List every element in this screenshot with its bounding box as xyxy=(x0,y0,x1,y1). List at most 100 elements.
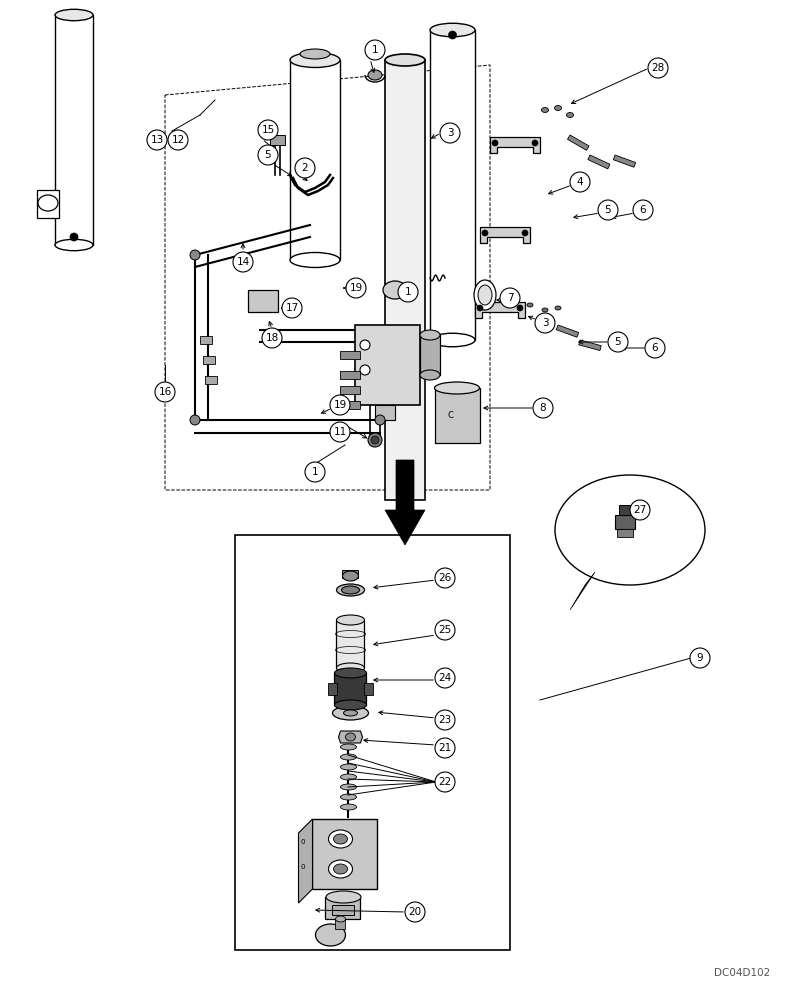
Circle shape xyxy=(258,145,277,165)
Ellipse shape xyxy=(299,49,329,59)
Text: 8: 8 xyxy=(539,403,546,413)
Ellipse shape xyxy=(55,9,93,21)
Circle shape xyxy=(647,58,667,78)
Text: 19: 19 xyxy=(333,400,346,410)
Bar xyxy=(340,351,359,359)
Bar xyxy=(340,371,359,379)
Ellipse shape xyxy=(55,239,93,251)
Circle shape xyxy=(435,710,454,730)
Circle shape xyxy=(534,313,554,333)
Bar xyxy=(618,505,630,515)
Circle shape xyxy=(597,200,617,220)
Ellipse shape xyxy=(336,663,364,673)
Ellipse shape xyxy=(478,285,491,305)
Circle shape xyxy=(532,398,552,418)
Bar xyxy=(328,683,337,695)
Text: 0: 0 xyxy=(300,864,305,870)
Circle shape xyxy=(70,233,78,241)
Text: 2: 2 xyxy=(302,163,308,173)
Ellipse shape xyxy=(340,784,356,790)
Ellipse shape xyxy=(328,860,352,878)
Circle shape xyxy=(405,902,424,922)
Circle shape xyxy=(644,338,664,358)
Bar xyxy=(336,620,364,668)
Text: 4: 4 xyxy=(576,177,582,187)
Circle shape xyxy=(476,305,483,311)
Ellipse shape xyxy=(334,668,366,678)
Text: C: C xyxy=(448,411,453,420)
Bar xyxy=(203,356,215,364)
Ellipse shape xyxy=(541,108,547,113)
Bar xyxy=(55,15,93,245)
Circle shape xyxy=(359,340,370,350)
Ellipse shape xyxy=(336,615,364,625)
Ellipse shape xyxy=(430,23,474,37)
Bar xyxy=(375,405,394,420)
Bar xyxy=(419,335,440,375)
Text: 13: 13 xyxy=(150,135,164,145)
Bar xyxy=(435,388,479,443)
Ellipse shape xyxy=(419,370,440,380)
Circle shape xyxy=(569,172,590,192)
Bar xyxy=(567,135,588,150)
Bar xyxy=(200,336,212,344)
Bar xyxy=(340,401,359,409)
Bar xyxy=(587,155,609,169)
Ellipse shape xyxy=(541,308,547,312)
Polygon shape xyxy=(479,227,530,243)
Circle shape xyxy=(371,436,379,444)
Text: 16: 16 xyxy=(158,387,171,397)
Circle shape xyxy=(435,568,454,588)
Text: 6: 6 xyxy=(639,205,646,215)
Ellipse shape xyxy=(340,804,356,810)
Ellipse shape xyxy=(430,333,474,347)
Bar xyxy=(325,897,360,919)
Text: 6: 6 xyxy=(651,343,658,353)
Text: 27: 27 xyxy=(633,505,646,515)
Bar xyxy=(234,535,509,950)
Text: 5: 5 xyxy=(264,150,271,160)
Ellipse shape xyxy=(340,794,356,800)
Bar xyxy=(342,570,358,578)
Circle shape xyxy=(435,668,454,688)
Text: 20: 20 xyxy=(408,907,421,917)
Ellipse shape xyxy=(342,571,358,581)
Ellipse shape xyxy=(334,700,366,710)
Bar xyxy=(335,919,345,929)
Polygon shape xyxy=(298,819,312,903)
Bar xyxy=(204,376,217,384)
Ellipse shape xyxy=(38,195,58,211)
Ellipse shape xyxy=(315,924,345,946)
Text: 11: 11 xyxy=(333,427,346,437)
Ellipse shape xyxy=(340,764,356,770)
Circle shape xyxy=(500,288,519,308)
Text: 23: 23 xyxy=(438,715,451,725)
Circle shape xyxy=(367,433,381,447)
Text: 14: 14 xyxy=(236,257,249,267)
Circle shape xyxy=(262,328,281,348)
Bar xyxy=(334,673,366,705)
Circle shape xyxy=(147,130,167,150)
Bar xyxy=(612,155,635,167)
Text: 22: 22 xyxy=(438,777,451,787)
Circle shape xyxy=(689,648,709,668)
Bar xyxy=(578,340,600,351)
Circle shape xyxy=(448,31,456,39)
Circle shape xyxy=(258,120,277,140)
Ellipse shape xyxy=(345,733,355,741)
Circle shape xyxy=(440,123,460,143)
Circle shape xyxy=(190,415,200,425)
Ellipse shape xyxy=(383,281,406,299)
Text: 18: 18 xyxy=(265,333,278,343)
Bar xyxy=(270,135,285,145)
Bar xyxy=(364,683,373,695)
Bar xyxy=(384,60,424,500)
Circle shape xyxy=(435,772,454,792)
Polygon shape xyxy=(474,302,525,318)
Ellipse shape xyxy=(332,706,368,720)
Circle shape xyxy=(155,382,175,402)
Text: 24: 24 xyxy=(438,673,451,683)
Ellipse shape xyxy=(325,891,361,903)
Bar xyxy=(37,190,59,218)
Ellipse shape xyxy=(340,754,356,760)
